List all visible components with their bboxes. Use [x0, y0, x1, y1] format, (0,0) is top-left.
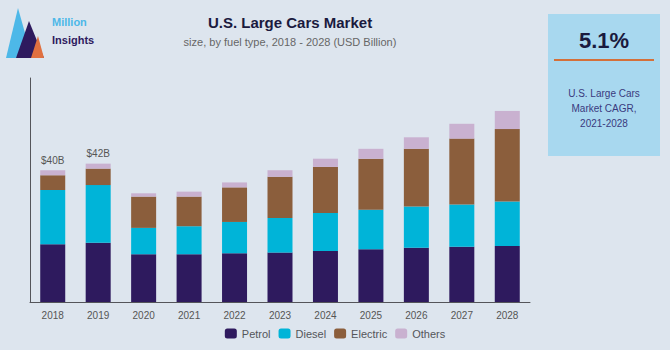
svg-text:2019: 2019	[87, 310, 110, 321]
svg-text:Insights: Insights	[52, 34, 94, 46]
svg-text:2027: 2027	[451, 310, 474, 321]
svg-text:Others: Others	[412, 328, 446, 340]
svg-text:2025: 2025	[360, 310, 383, 321]
svg-text:2028: 2028	[496, 310, 519, 321]
svg-text:Million: Million	[52, 16, 87, 28]
svg-text:$40B: $40B	[41, 155, 65, 166]
svg-text:2022: 2022	[223, 310, 246, 321]
svg-text:$42B: $42B	[87, 148, 111, 159]
svg-text:2021: 2021	[178, 310, 201, 321]
svg-text:Diesel: Diesel	[296, 328, 327, 340]
svg-text:U.S. Large Cars Market: U.S. Large Cars Market	[208, 14, 372, 31]
svg-text:size, by fuel type, 2018 - 202: size, by fuel type, 2018 - 2028 (USD Bil…	[184, 36, 397, 48]
svg-text:2023: 2023	[269, 310, 292, 321]
svg-text:2021-2028: 2021-2028	[580, 118, 628, 129]
svg-text:2024: 2024	[314, 310, 337, 321]
svg-text:5.1%: 5.1%	[579, 28, 629, 53]
svg-text:2020: 2020	[133, 310, 156, 321]
svg-text:2026: 2026	[405, 310, 428, 321]
svg-text:Electric: Electric	[351, 328, 388, 340]
svg-text:U.S. Large Cars: U.S. Large Cars	[568, 88, 640, 99]
svg-text:Petrol: Petrol	[242, 328, 271, 340]
svg-text:2018: 2018	[42, 310, 65, 321]
svg-text:Market CAGR,: Market CAGR,	[571, 103, 636, 114]
